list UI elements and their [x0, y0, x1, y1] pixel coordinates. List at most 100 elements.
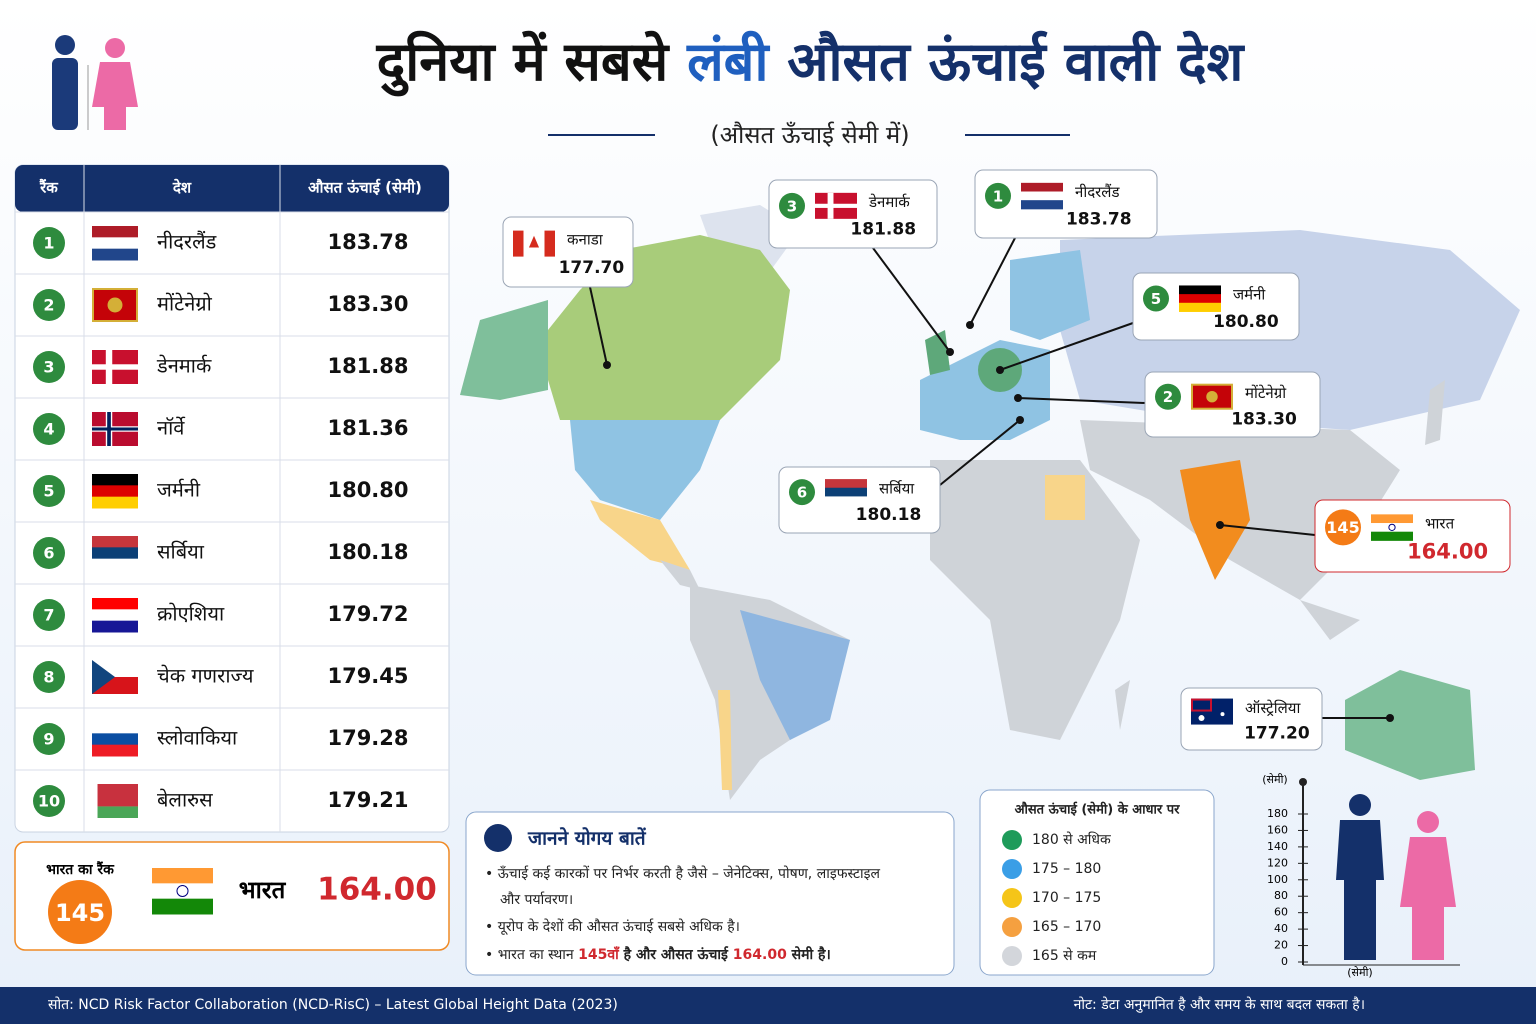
fact: • यूरोप के देशों की औसत ऊंचाई सबसे अधिक …: [485, 918, 740, 935]
flag-part: [92, 558, 138, 571]
rank-badge: [33, 289, 65, 321]
flag-part: [152, 898, 213, 915]
rank-badge: [33, 351, 65, 383]
legend: औसत ऊंचाई (सेमी) के आधार पर 180 से अधिक 1…: [979, 789, 1215, 976]
country: बेलारुस: [157, 788, 213, 812]
rank: 5: [1151, 290, 1161, 308]
connector: [939, 419, 1021, 486]
connector-dot: [603, 361, 611, 369]
flag: [92, 474, 138, 509]
country: चेक गणराज्य: [157, 664, 254, 688]
height: 179.45: [327, 664, 408, 688]
legend-label: 165 – 170: [1032, 919, 1101, 935]
rank: 3: [787, 197, 797, 215]
rank: 7: [43, 606, 54, 625]
flag-part: [152, 883, 213, 900]
flag-part: [92, 427, 138, 431]
flag: [92, 722, 138, 757]
legend-label: 165 से कम: [1032, 947, 1097, 964]
subtitle: (औसत ऊँचाई सेमी में): [710, 121, 909, 149]
flag-part: [92, 609, 138, 622]
fact: • ऊँचाई कई कारकों पर निर्भर करती है जैसे…: [485, 865, 881, 882]
flag-part: [1388, 523, 1396, 531]
flag-part: [1220, 712, 1225, 717]
flag-part: [92, 620, 138, 633]
flag: [1179, 285, 1221, 312]
height: 181.88: [327, 354, 408, 378]
scale-tick-label: 40: [1274, 922, 1288, 935]
legend-label: 180 से अधिक: [1032, 831, 1111, 848]
rank: 8: [43, 668, 54, 687]
scale-unit: (सेमी): [1262, 773, 1287, 786]
connector: [1219, 524, 1316, 536]
callout-country: जर्मनी: [1233, 286, 1266, 304]
flag-part: [92, 733, 138, 746]
country: मोंटेनेग्रो: [157, 292, 213, 316]
legend-swatch: [1002, 888, 1022, 908]
flag: [92, 598, 138, 633]
connector-dot: [1014, 394, 1022, 402]
callout-value: 164.00: [1407, 540, 1488, 564]
scale-tick-label: 180: [1267, 807, 1288, 820]
column-header: देश: [172, 179, 192, 197]
rank-badge: [33, 537, 65, 569]
flag-part: [92, 496, 138, 509]
table-header: [15, 165, 449, 212]
rank: 1: [993, 187, 1003, 205]
flag-part: [92, 744, 138, 757]
country: नीदरलैंड: [157, 230, 217, 254]
flag-part: [544, 230, 555, 257]
callout-value: 180.80: [1213, 312, 1279, 332]
flag-part: [1179, 302, 1221, 312]
india-value: 164.00: [317, 872, 437, 908]
callout-country: मोंटेनेग्रो: [1245, 384, 1287, 402]
legend-swatch: [1002, 917, 1022, 937]
fact: • भारत का स्थान 145वाँ है और औसत ऊंचाई 1…: [485, 946, 831, 963]
flag-part: [528, 235, 540, 248]
scale-tick-label: 0: [1281, 955, 1288, 968]
country: सर्बिया: [157, 540, 205, 564]
flag-part: [1021, 191, 1063, 201]
rank-badge: [1155, 383, 1181, 410]
india-box: [14, 841, 450, 951]
scale-tick-label: 60: [1274, 906, 1288, 919]
flag: [92, 784, 138, 818]
flag-part: [1021, 200, 1063, 210]
india-country: भारत: [239, 876, 287, 904]
callout-value: 183.30: [1231, 409, 1297, 429]
country: नॉर्वे: [157, 416, 185, 440]
flag: [92, 288, 138, 322]
footer-bar: [0, 987, 1536, 1024]
legend-swatch: [1002, 946, 1022, 966]
rank: 6: [43, 544, 54, 563]
flag-part: [1206, 390, 1218, 403]
flag-part: [92, 660, 115, 694]
connector: [969, 237, 1016, 326]
callout-country: ऑस्ट्रेलिया: [1245, 699, 1301, 717]
rank: 2: [1163, 388, 1173, 406]
rank-badge: [1325, 509, 1361, 546]
rank-badge: [33, 723, 65, 755]
rank: 5: [43, 482, 54, 501]
connector-dot: [1016, 416, 1024, 424]
flag-part: [92, 226, 138, 238]
india-rank: 145: [55, 899, 105, 927]
flag: [152, 868, 213, 915]
connector: [1017, 397, 1146, 404]
column-header: औसत ऊंचाई (सेमी): [308, 179, 422, 197]
rank-badge: [789, 479, 815, 506]
height: 179.21: [327, 788, 408, 812]
flag: [92, 660, 138, 694]
flag: [1021, 182, 1063, 210]
flag-part: [1198, 715, 1205, 722]
facts-box: जानने योगय बातें • ऊँचाई कई कारकों पर नि…: [465, 811, 955, 976]
height: 181.36: [327, 416, 408, 440]
flag-part: [92, 547, 138, 560]
flag-part: [92, 536, 138, 548]
legend-title: औसत ऊंचाई (सेमी) के आधार पर: [1015, 802, 1180, 818]
legend-label: 175 – 180: [1032, 861, 1101, 877]
flag-part: [513, 230, 524, 257]
map-callout: 1 नीदरलैंड 183.78: [966, 169, 1158, 329]
fact: और पर्यावरण।: [500, 891, 573, 908]
scale-tick-label: 80: [1274, 889, 1288, 902]
